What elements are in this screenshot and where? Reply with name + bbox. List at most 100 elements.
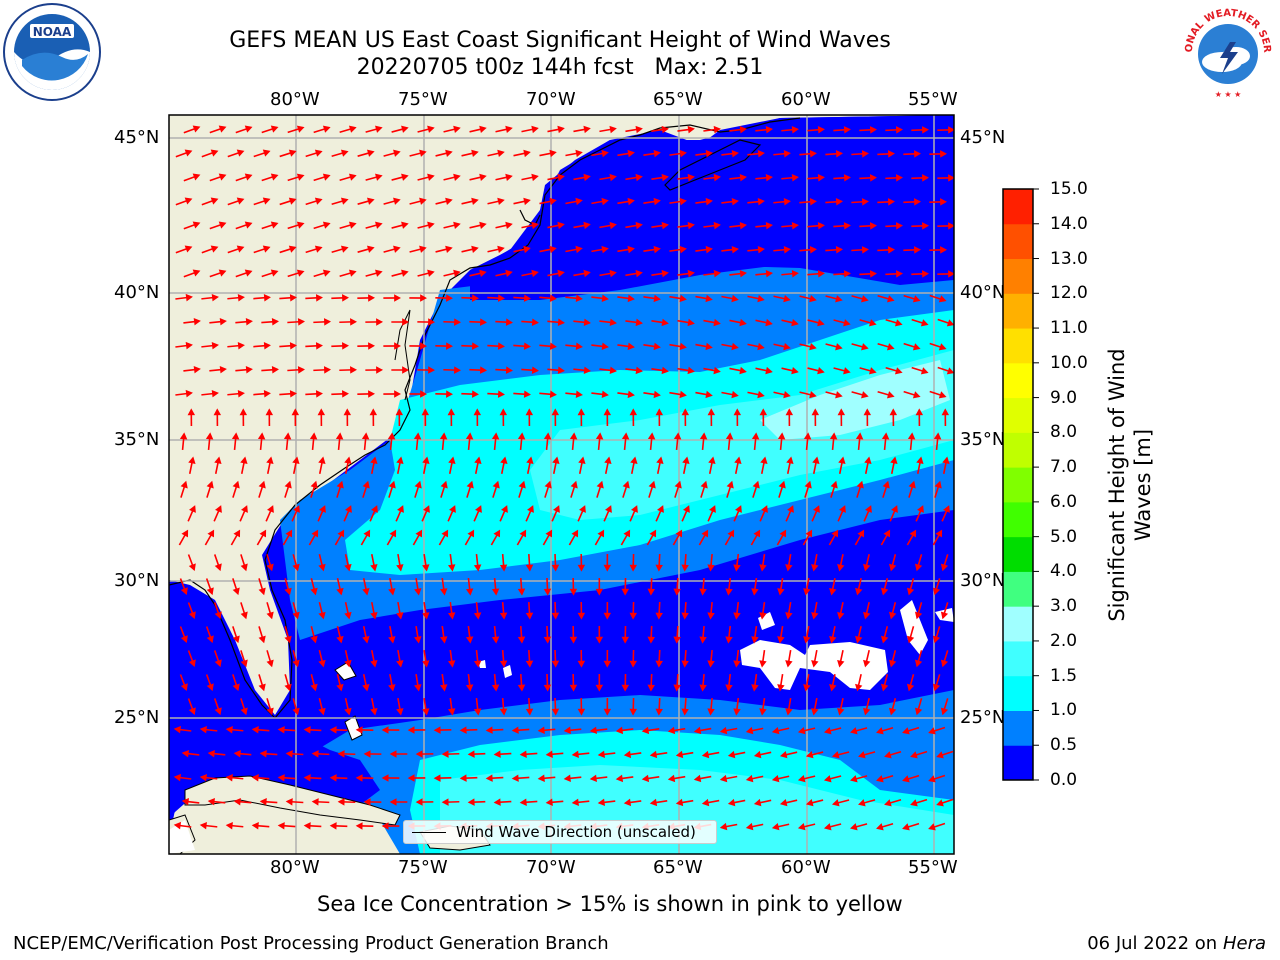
wind-arrow-head (910, 799, 918, 807)
wind-arrow-head (777, 432, 786, 440)
wind-arrow-head (648, 480, 656, 489)
wind-arrow-head (679, 245, 687, 254)
wind-arrow-head (609, 269, 617, 278)
wind-arrow-head (609, 173, 617, 182)
ocean-gulf (169, 600, 380, 820)
wind-arrow-head (527, 505, 534, 513)
wind-arrow-head (603, 612, 612, 620)
wind-arrow-head (621, 636, 630, 644)
wind-arrow-head (283, 432, 292, 440)
wind-arrow-head (342, 342, 349, 350)
footer-credit: NCEP/EMC/Verification Post Processing Pr… (13, 933, 609, 954)
wind-arrow-head (210, 149, 219, 157)
wind-arrow-head (809, 246, 817, 254)
wind-arrow-head (192, 173, 201, 181)
wind-arrow-head (687, 173, 695, 182)
wind-arrow-head (940, 198, 947, 206)
wind-arrow-head (655, 612, 663, 620)
wind-arrow-head (355, 822, 363, 830)
wind-arrow-head (865, 505, 872, 513)
wind-arrow-head (713, 221, 721, 230)
wind-arrow-head (214, 611, 222, 620)
wind-arrow-head (497, 294, 505, 302)
wind-arrow-head (615, 774, 624, 783)
wind-arrow-head (549, 390, 557, 398)
wind-arrow-head (289, 390, 297, 398)
wind-arrow-head (601, 197, 609, 206)
wind-arrow-head (232, 480, 240, 489)
wind-arrow-head (850, 775, 858, 783)
wind-arrow-head (635, 269, 643, 278)
wind-arrow-head (388, 636, 396, 644)
wind-arrow-head (863, 563, 871, 572)
wind-arrow-head (317, 408, 326, 416)
wind-arrow-head (244, 173, 253, 181)
wind-arrow-head (675, 529, 683, 538)
wind-arrow-head (210, 245, 219, 253)
wind-arrow-head (511, 774, 519, 782)
wind-arrow-head (708, 456, 716, 464)
wind-arrow-head (505, 221, 513, 230)
wind-arrow-head (545, 750, 553, 758)
wind-arrow-head (791, 270, 799, 278)
map-subtitle: 20220705 t00z 144h fcst Max: 2.51 (356, 55, 764, 80)
wind-arrow-head (211, 389, 219, 398)
wind-arrow-head (856, 480, 864, 489)
wind-arrow-head (731, 390, 739, 399)
wind-arrow-head (733, 708, 741, 716)
wind-arrow-head (863, 611, 871, 620)
wind-arrow-head (647, 588, 655, 596)
wind-arrow-head (501, 505, 508, 513)
wind-arrow-head (407, 774, 415, 782)
wind-arrow-head (465, 636, 474, 644)
wind-arrow-head (817, 367, 825, 375)
wind-arrow-head (778, 480, 786, 489)
wind-arrow-head (946, 367, 954, 375)
wind-arrow-head (285, 529, 293, 538)
wind-arrow-head (713, 366, 721, 375)
wind-arrow-head (218, 173, 227, 181)
wind-arrow-head (344, 563, 352, 572)
wind-arrow-head (236, 245, 245, 253)
wind-arrow-head (251, 726, 259, 734)
wind-arrow-head (661, 269, 669, 278)
wind-arrow-head (414, 588, 422, 596)
wind-arrow-head (241, 505, 248, 513)
wind-arrow-head (537, 774, 545, 782)
wind-arrow-head (277, 726, 285, 734)
wind-arrow-head (362, 635, 370, 644)
wind-arrow-head (726, 480, 734, 489)
wind-arrow-head (263, 294, 271, 302)
wind-arrow-head (609, 125, 617, 134)
wind-arrow-head (519, 750, 527, 758)
wind-arrow-head (575, 294, 583, 303)
wind-arrow-head (884, 751, 892, 759)
wind-arrow-head (835, 198, 843, 206)
wind-arrow-head (932, 635, 941, 644)
wind-arrow-head (786, 456, 794, 464)
wind-arrow-head (433, 774, 441, 782)
wind-arrow-head (707, 612, 715, 620)
wind-arrow-head (739, 269, 747, 278)
wind-arrow-head (523, 149, 531, 158)
wind-arrow-head (337, 529, 345, 538)
wind-arrow-head (761, 505, 768, 513)
wind-arrow-head (440, 684, 448, 692)
wind-arrow-head (940, 659, 949, 668)
lon-label-bottom: 75°W (398, 857, 448, 878)
wind-arrow-head (629, 660, 637, 668)
wind-arrow-head (861, 391, 869, 399)
lon-label-bottom: 65°W (653, 857, 703, 878)
wind-arrow-head (479, 125, 487, 134)
wind-arrow-head (622, 480, 630, 489)
wind-arrow-head (549, 294, 557, 302)
wind-arrow-head (266, 659, 274, 668)
wind-arrow-head (181, 749, 189, 758)
wind-arrow-head (185, 341, 193, 350)
wind-arrow-head (389, 529, 397, 538)
wind-arrow-head (240, 563, 248, 572)
wind-arrow-head (912, 295, 921, 303)
wind-arrow-head (914, 563, 923, 572)
colorbar-tick-label: 0.0 (1050, 770, 1078, 790)
wind-arrow-head (505, 125, 513, 134)
